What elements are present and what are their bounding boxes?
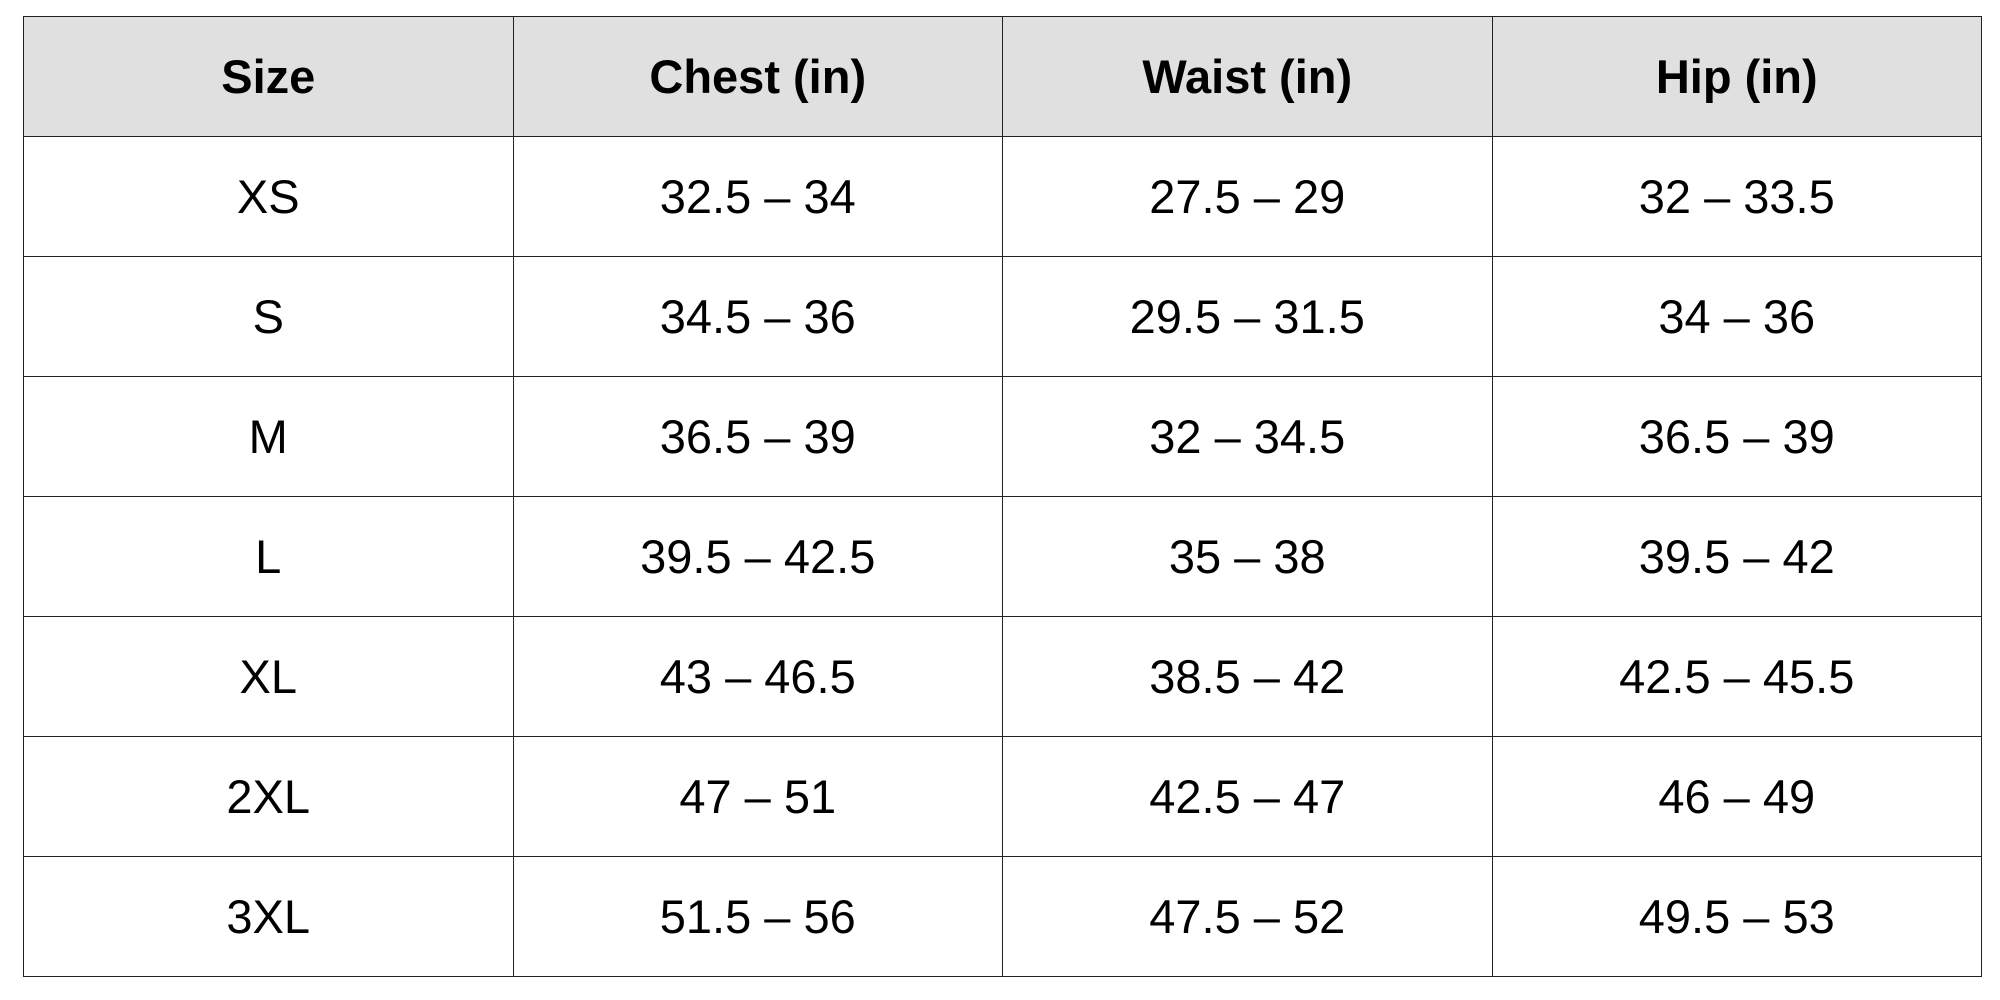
size-cell: M <box>23 376 514 497</box>
table-row: 2XL 47 – 51 42.5 – 47 46 – 49 <box>23 736 1982 857</box>
size-cell: 2XL <box>23 736 514 857</box>
table-row: XS 32.5 – 34 27.5 – 29 32 – 33.5 <box>23 136 1982 257</box>
hip-cell: 34 – 36 <box>1491 256 1982 377</box>
hip-cell: 32 – 33.5 <box>1491 136 1982 257</box>
column-header-chest: Chest (in) <box>512 16 1003 137</box>
table-row: 3XL 51.5 – 56 47.5 – 52 49.5 – 53 <box>23 856 1982 977</box>
chest-cell: 34.5 – 36 <box>512 256 1003 377</box>
waist-cell: 47.5 – 52 <box>1002 856 1493 977</box>
size-cell: XL <box>23 616 514 737</box>
waist-cell: 35 – 38 <box>1002 496 1493 617</box>
hip-cell: 42.5 – 45.5 <box>1491 616 1982 737</box>
table-header: Size Chest (in) Waist (in) Hip (in) <box>23 16 1982 137</box>
hip-cell: 49.5 – 53 <box>1491 856 1982 977</box>
header-row: Size Chest (in) Waist (in) Hip (in) <box>23 16 1982 137</box>
size-cell: L <box>23 496 514 617</box>
chest-cell: 47 – 51 <box>512 736 1003 857</box>
column-header-size: Size <box>23 16 514 137</box>
size-cell: 3XL <box>23 856 514 977</box>
table-row: L 39.5 – 42.5 35 – 38 39.5 – 42 <box>23 496 1982 617</box>
waist-cell: 38.5 – 42 <box>1002 616 1493 737</box>
size-cell: S <box>23 256 514 377</box>
size-cell: XS <box>23 136 514 257</box>
chest-cell: 43 – 46.5 <box>512 616 1003 737</box>
waist-cell: 42.5 – 47 <box>1002 736 1493 857</box>
chest-cell: 32.5 – 34 <box>512 136 1003 257</box>
table-row: M 36.5 – 39 32 – 34.5 36.5 – 39 <box>23 376 1982 497</box>
hip-cell: 46 – 49 <box>1491 736 1982 857</box>
hip-cell: 36.5 – 39 <box>1491 376 1982 497</box>
waist-cell: 29.5 – 31.5 <box>1002 256 1493 377</box>
chest-cell: 39.5 – 42.5 <box>512 496 1003 617</box>
chest-cell: 51.5 – 56 <box>512 856 1003 977</box>
waist-cell: 32 – 34.5 <box>1002 376 1493 497</box>
column-header-hip: Hip (in) <box>1491 16 1982 137</box>
table-body: XS 32.5 – 34 27.5 – 29 32 – 33.5 S 34.5 … <box>23 136 1982 977</box>
waist-cell: 27.5 – 29 <box>1002 136 1493 257</box>
table-row: XL 43 – 46.5 38.5 – 42 42.5 – 45.5 <box>23 616 1982 737</box>
hip-cell: 39.5 – 42 <box>1491 496 1982 617</box>
chest-cell: 36.5 – 39 <box>512 376 1003 497</box>
size-chart-table: Size Chest (in) Waist (in) Hip (in) XS 3… <box>23 16 1982 977</box>
column-header-waist: Waist (in) <box>1002 16 1493 137</box>
table-row: S 34.5 – 36 29.5 – 31.5 34 – 36 <box>23 256 1982 377</box>
